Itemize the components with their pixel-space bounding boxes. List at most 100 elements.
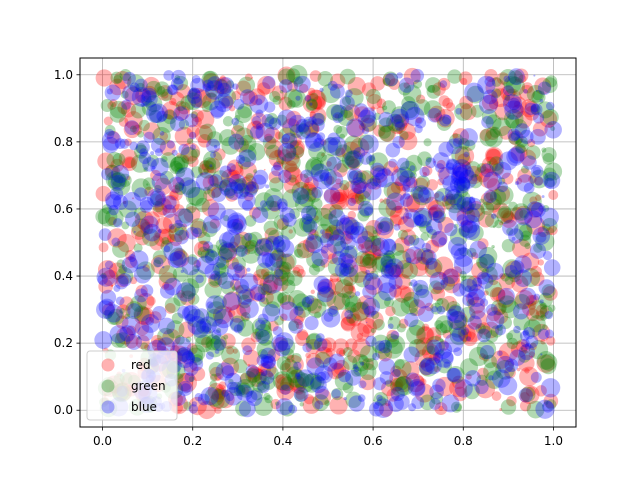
data-point (244, 315, 250, 321)
data-point (476, 339, 497, 360)
data-point (441, 351, 454, 364)
data-point (382, 77, 391, 86)
data-point (392, 250, 412, 270)
data-point (168, 225, 177, 234)
data-point (305, 338, 308, 340)
data-point (209, 218, 220, 229)
data-point (125, 301, 144, 319)
data-point (203, 71, 217, 85)
data-point (142, 76, 161, 95)
data-point (237, 382, 251, 396)
data-point (357, 230, 376, 249)
data-point (141, 95, 153, 106)
data-point (491, 163, 504, 175)
data-point (260, 268, 270, 277)
data-point (517, 354, 535, 372)
data-point (94, 331, 113, 349)
data-point (528, 201, 544, 218)
data-point (345, 150, 364, 169)
data-point (169, 160, 183, 175)
data-point (229, 318, 244, 333)
data-point (323, 357, 338, 372)
data-point (434, 348, 454, 368)
data-point (332, 189, 348, 205)
data-point (209, 380, 218, 389)
data-point (384, 72, 399, 87)
data-point (233, 384, 246, 397)
data-point (437, 216, 454, 233)
data-point (517, 168, 532, 183)
data-point (269, 200, 281, 212)
data-point (479, 198, 484, 203)
data-point (252, 116, 262, 126)
data-point (237, 289, 253, 305)
data-point (261, 200, 281, 220)
data-point (227, 241, 239, 253)
data-point (142, 264, 150, 272)
data-point (410, 186, 424, 200)
data-point (254, 292, 263, 301)
data-point (114, 176, 121, 183)
data-point (417, 151, 432, 167)
data-point (140, 215, 159, 234)
data-point (387, 323, 394, 330)
data-point (292, 146, 305, 158)
data-point (320, 245, 329, 254)
data-point (524, 243, 531, 250)
data-point (168, 223, 175, 230)
data-point (149, 190, 166, 206)
data-point (423, 100, 442, 119)
data-point (186, 137, 194, 145)
data-point (193, 308, 210, 324)
data-point (121, 221, 130, 230)
data-point (411, 396, 425, 410)
data-point (507, 128, 521, 142)
data-point (510, 206, 524, 220)
data-point (486, 310, 505, 329)
data-point (305, 235, 324, 254)
data-point (275, 401, 280, 406)
data-point (231, 256, 246, 271)
data-point (192, 265, 200, 272)
data-point (413, 288, 433, 309)
data-point (133, 266, 152, 284)
data-point (360, 345, 378, 363)
data-point (427, 228, 438, 239)
data-point (477, 322, 491, 335)
data-point (233, 137, 249, 153)
data-point (273, 276, 289, 292)
data-point (245, 390, 258, 403)
data-point (389, 368, 408, 388)
data-point (122, 71, 136, 85)
data-point (213, 78, 229, 94)
data-point (400, 101, 419, 119)
data-point (518, 74, 527, 83)
data-point (95, 208, 111, 225)
data-point (234, 114, 241, 121)
data-point (331, 388, 341, 399)
data-point (153, 257, 164, 268)
data-point (492, 117, 511, 137)
data-point (279, 358, 299, 378)
data-point (313, 137, 324, 148)
data-point (543, 393, 559, 409)
data-point (506, 395, 517, 407)
data-point (390, 108, 410, 128)
data-point (254, 247, 263, 257)
data-point (159, 131, 169, 141)
data-point (188, 87, 201, 100)
data-point (397, 216, 415, 233)
data-point (279, 401, 295, 417)
data-point (226, 381, 239, 394)
data-point (528, 315, 546, 333)
data-point (102, 303, 115, 317)
data-point (402, 248, 417, 263)
data-point (450, 170, 466, 186)
data-point (295, 372, 301, 377)
data-point (244, 239, 259, 254)
data-point (462, 294, 475, 307)
data-point (251, 317, 272, 338)
data-point (359, 363, 377, 381)
data-point (122, 192, 142, 211)
data-point (365, 358, 379, 371)
